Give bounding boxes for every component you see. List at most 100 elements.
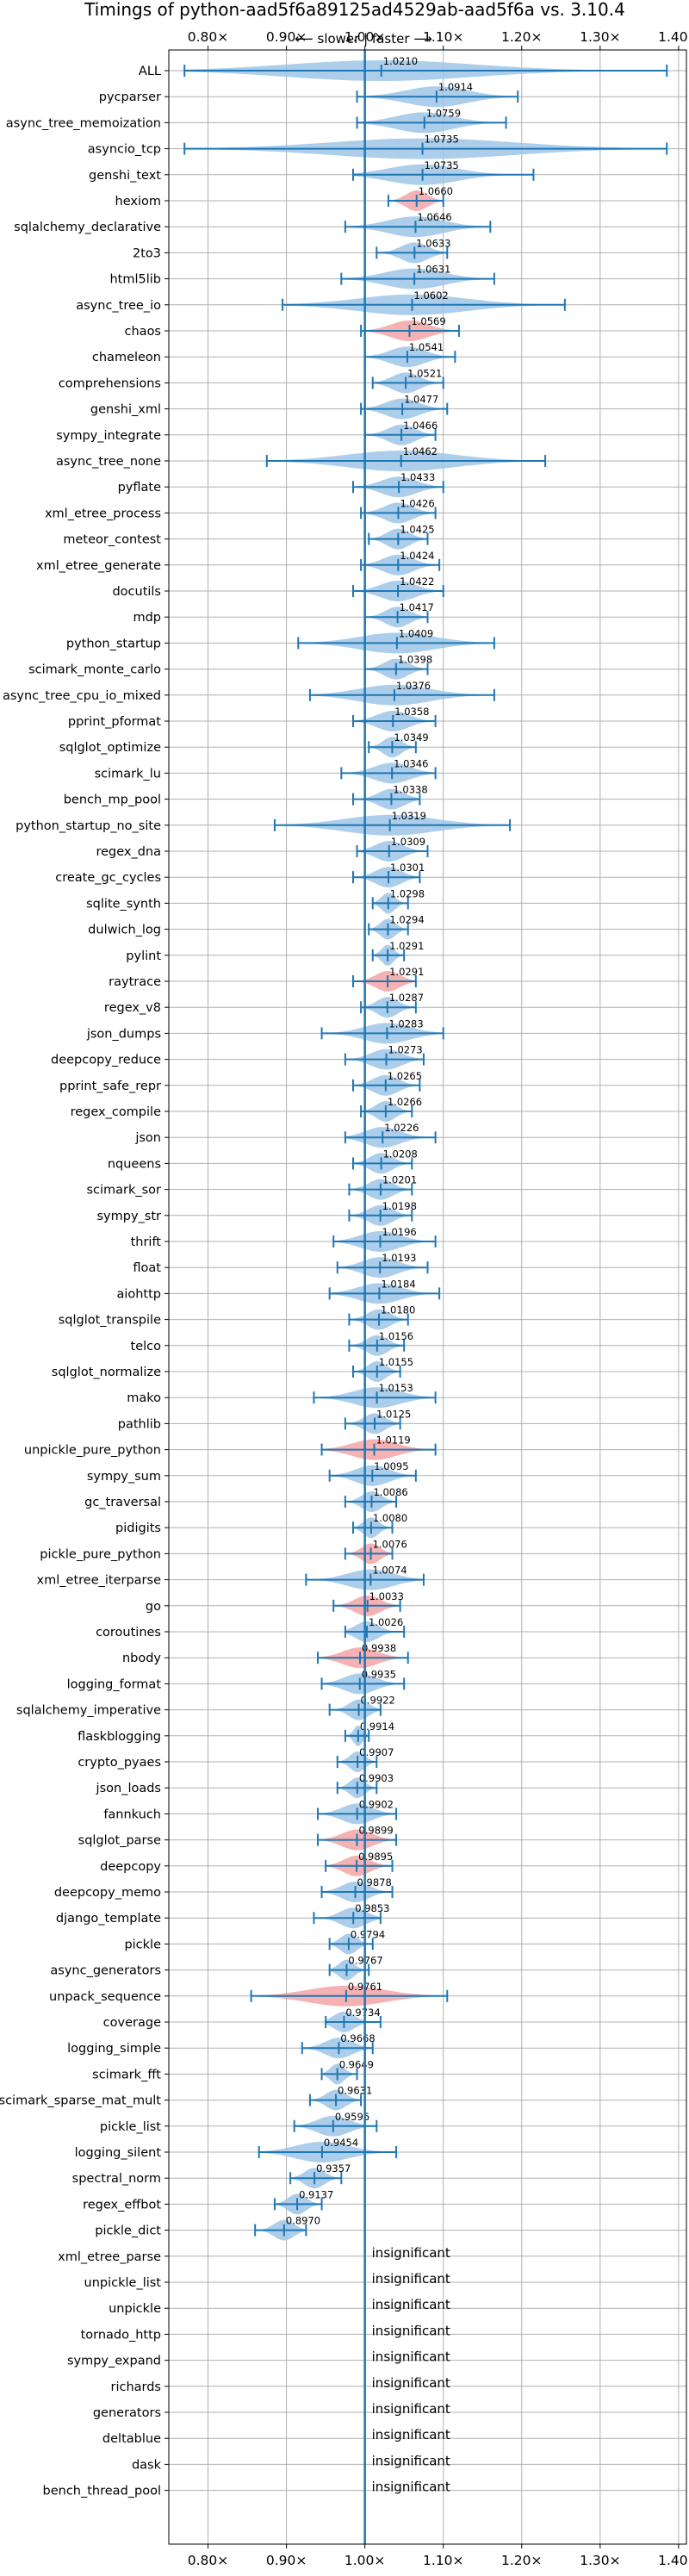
category-label: bench_thread_pool [43, 2485, 161, 2498]
category-label: xml_etree_generate [36, 559, 161, 573]
category-label: float [133, 1261, 161, 1275]
value-label: 1.0076 [373, 1538, 407, 1550]
x-tick-label-bottom: 1.20× [501, 2553, 543, 2568]
value-label: 1.0735 [425, 159, 459, 171]
category-label: scimark_monte_carlo [28, 663, 161, 677]
value-label: 0.9903 [359, 1772, 394, 1784]
category-label: unpickle_pure_python [24, 1444, 161, 1458]
value-label: 0.9631 [338, 2085, 372, 2097]
category-label: python_startup [66, 637, 161, 650]
value-label: 0.8970 [286, 2215, 320, 2227]
category-label: genshi_xml [90, 403, 161, 417]
value-label: 0.9938 [362, 1642, 396, 1654]
category-label: ALL [139, 65, 161, 78]
x-tick-label-top: 1.40× [658, 29, 689, 45]
category-label: logging_format [67, 1677, 162, 1691]
category-label: nbody [122, 1652, 161, 1665]
category-label: sqlalchemy_declarative [14, 221, 161, 234]
category-label: logging_silent [75, 2146, 162, 2160]
category-label: unpickle [109, 2302, 161, 2316]
category-label: spectral_norm [72, 2172, 161, 2186]
value-label: 1.0358 [394, 706, 429, 718]
value-label: 1.0074 [372, 1565, 407, 1577]
category-label: thrift [131, 1235, 162, 1249]
category-label: raytrace [109, 975, 161, 989]
value-label: 1.0294 [389, 914, 424, 926]
value-label: 0.9137 [299, 2188, 333, 2200]
category-label: pickle [124, 1938, 161, 1951]
value-label: 0.9907 [359, 1746, 394, 1758]
x-tick-label-top: 1.00× [344, 29, 386, 45]
value-label: 0.9668 [340, 2032, 375, 2044]
category-label: flaskblogging [78, 1730, 161, 1744]
insignificant-label: insignificant [372, 2297, 450, 2312]
category-label: regex_v8 [104, 1001, 161, 1015]
value-label: 1.0210 [383, 55, 418, 67]
value-label: 0.9895 [358, 1851, 393, 1863]
value-label: 1.0298 [390, 887, 425, 899]
category-label: django_template [56, 1912, 161, 1926]
insignificant-label: insignificant [372, 2245, 450, 2261]
category-label: async_tree_io [76, 299, 161, 313]
category-label: scimark_sparse_mat_mult [0, 2094, 161, 2108]
category-label: regex_compile [71, 1105, 161, 1119]
category-label: sqlglot_normalize [52, 1366, 161, 1379]
category-label: telco [131, 1340, 162, 1353]
value-label: 1.0319 [392, 810, 426, 822]
value-label: 1.0193 [382, 1252, 416, 1264]
category-label: coroutines [96, 1626, 161, 1640]
value-label: 0.9454 [324, 2137, 358, 2149]
category-label: sympy_integrate [56, 429, 161, 443]
value-label: 1.0759 [426, 107, 461, 119]
value-label: 1.0086 [373, 1486, 407, 1498]
value-label: 1.0080 [373, 1512, 407, 1524]
category-label: coverage [103, 2016, 161, 2030]
plot-frame [168, 49, 687, 2545]
x-tick-label-top: 1.30× [580, 29, 621, 45]
value-label: 1.0338 [393, 784, 427, 796]
insignificant-label: insignificant [372, 2427, 450, 2442]
category-label: deepcopy_memo [54, 1886, 161, 1900]
x-tick-label-bottom: 1.40× [658, 2553, 689, 2568]
category-label: dulwich_log [88, 924, 161, 937]
category-label: mako [127, 1391, 161, 1405]
category-label: 2to3 [133, 246, 161, 260]
category-label: async_tree_cpu_io_mixed [3, 689, 161, 703]
insignificant-label: insignificant [372, 2271, 450, 2287]
x-tick-label-top: 1.10× [423, 29, 464, 45]
value-label: 1.0283 [388, 1017, 423, 1030]
value-label: 1.0287 [389, 992, 424, 1004]
category-label: deltablue [102, 2432, 161, 2446]
value-label: 1.0602 [413, 289, 448, 302]
value-label: 0.9914 [360, 1720, 394, 1733]
value-label: 1.0346 [394, 757, 428, 769]
category-label: sqlglot_optimize [59, 741, 161, 755]
value-label: 1.0569 [411, 315, 445, 327]
value-label: 1.0026 [369, 1616, 403, 1628]
category-label: fannkuch [103, 1808, 161, 1821]
value-label: 0.9922 [361, 1695, 395, 1707]
category-label: scimark_fft [92, 2068, 161, 2081]
value-label: 1.0033 [369, 1590, 404, 1602]
value-label: 1.0273 [388, 1044, 423, 1056]
value-label: 1.0417 [400, 601, 434, 613]
chart-title: Timings of python-aad5f6a89125ad4529ab-a… [84, 0, 625, 20]
value-label: 1.0180 [381, 1304, 415, 1316]
category-label: sqlalchemy_imperative [16, 1704, 161, 1718]
value-label: 1.0425 [400, 524, 434, 536]
category-label: deepcopy_reduce [51, 1054, 161, 1067]
value-label: 1.0153 [379, 1382, 413, 1394]
category-label: pickle_pure_python [40, 1547, 161, 1561]
value-label: 1.0201 [382, 1174, 417, 1186]
value-label: 1.0424 [400, 550, 434, 562]
value-label: 1.0119 [376, 1434, 410, 1447]
category-label: sqlite_synth [86, 897, 161, 911]
insignificant-label: insignificant [372, 2401, 450, 2417]
value-label: 1.0433 [400, 471, 435, 483]
value-label: 1.0184 [381, 1278, 415, 1290]
value-label: 0.9899 [358, 1825, 393, 1837]
value-label: 1.0646 [417, 211, 451, 223]
category-label: nqueens [108, 1157, 161, 1171]
value-label: 1.0521 [407, 367, 442, 379]
